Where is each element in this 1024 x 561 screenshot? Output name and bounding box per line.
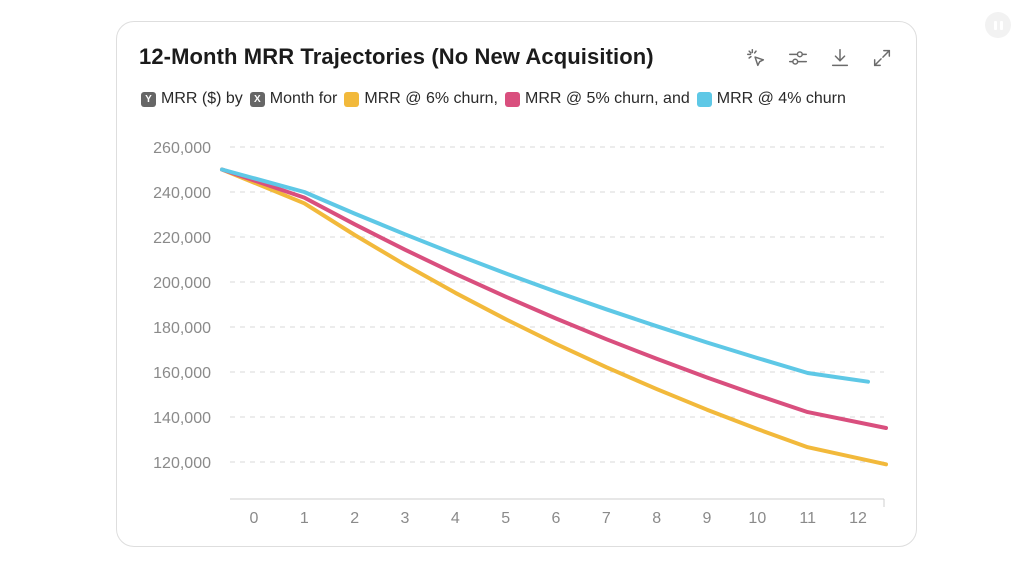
legend-label-6pct: MRR @ 6% churn,: [364, 90, 498, 107]
x-tick-label: 7: [602, 510, 611, 527]
x-tick-label: 10: [748, 510, 766, 527]
x-tick-label: 9: [703, 510, 712, 527]
x-tick-label: 8: [652, 510, 661, 527]
chart-legend: Y MRR ($) by X Month for MRR @ 6% churn,…: [141, 90, 853, 108]
x-tick-label: 6: [552, 510, 561, 527]
series-line-4pct: [220, 167, 870, 384]
legend-swatch-6pct: [344, 91, 360, 107]
chart-toolbar: [742, 44, 896, 72]
legend-y-text: MRR ($) by: [161, 90, 243, 107]
x-tick-label: 5: [501, 510, 510, 527]
y-axis-badge: Y: [141, 91, 156, 107]
y-tick-label: 200,000: [153, 275, 211, 292]
x-tick-label: 12: [849, 510, 867, 527]
expand-icon[interactable]: [868, 44, 896, 72]
legend-x-text: Month for: [269, 90, 338, 107]
y-tick-label: 140,000: [153, 410, 211, 427]
legend-swatch-4pct: [696, 91, 712, 107]
series-line-5pct: [220, 167, 888, 430]
chart-title: 12-Month MRR Trajectories (No New Acquis…: [139, 44, 654, 69]
x-tick-label: 0: [250, 510, 259, 527]
x-axis-badge: X: [249, 91, 265, 107]
pause-icon[interactable]: [985, 12, 1011, 38]
legend-swatch-5pct: [504, 91, 520, 107]
y-tick-label: 180,000: [153, 320, 211, 337]
series-line-6pct: [220, 167, 888, 467]
y-tick-label: 160,000: [153, 365, 211, 382]
download-icon[interactable]: [826, 44, 854, 72]
legend-label-5pct: MRR @ 5% churn, and: [524, 90, 690, 107]
x-tick-label: 3: [401, 510, 410, 527]
chart-card: 12-Month MRR Trajectories (No New Acquis…: [116, 21, 917, 547]
y-tick-label: 220,000: [153, 230, 211, 247]
sliders-icon[interactable]: [784, 44, 812, 72]
x-tick-label: 2: [350, 510, 359, 527]
x-tick-label: 1: [300, 510, 309, 527]
select-cursor-icon[interactable]: [742, 44, 770, 72]
legend-label-4pct: MRR @ 4% churn: [716, 90, 846, 107]
y-tick-label: 260,000: [153, 140, 211, 157]
x-tick-label: 11: [799, 510, 816, 527]
y-tick-label: 120,000: [153, 455, 211, 472]
x-tick-label: 4: [451, 510, 460, 527]
y-tick-label: 240,000: [153, 185, 211, 202]
